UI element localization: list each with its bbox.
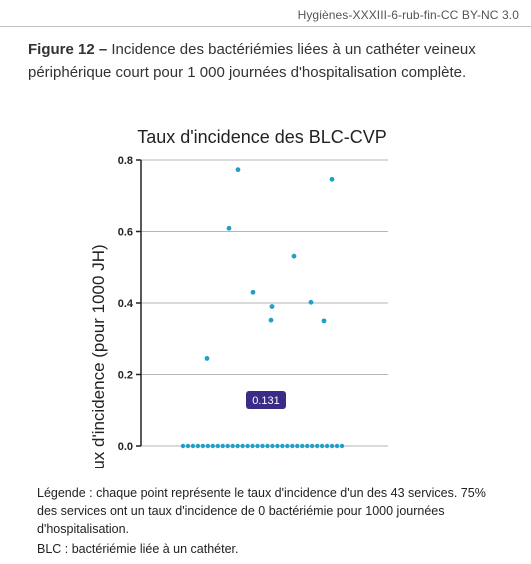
data-point	[300, 443, 305, 449]
data-point	[269, 304, 275, 309]
data-point	[268, 317, 274, 323]
data-point	[190, 443, 196, 449]
data-point	[240, 443, 245, 449]
data-point	[308, 299, 314, 305]
data-point	[204, 356, 210, 361]
data-point	[185, 443, 191, 449]
data-point	[265, 443, 270, 449]
data-point	[215, 443, 220, 449]
header-source: Hygiènes-XXXIII-6-rub-fin-CC BY-NC 3.0	[297, 8, 519, 22]
data-point	[250, 289, 256, 295]
y-tick-label: 0.6	[118, 227, 133, 239]
data-point	[339, 443, 345, 449]
scatter-chart: Taux d'incidence des BLC-CVP Taux d'inci…	[89, 127, 388, 468]
data-point	[195, 443, 201, 449]
data-point	[255, 443, 260, 449]
data-point	[321, 318, 327, 324]
blc-definition: BLC : bactériémie liée à un cathéter.	[37, 542, 239, 556]
data-point	[220, 443, 225, 449]
median-badge: 0.131	[246, 391, 286, 409]
data-point	[260, 443, 265, 449]
figure-caption-text: Incidence des bactériémies liées à un ca…	[28, 41, 476, 81]
data-point	[295, 443, 300, 449]
chart-title: Taux d'incidence des BLC-CVP	[137, 127, 387, 147]
data-point	[180, 443, 186, 449]
median-badge-box	[246, 391, 286, 409]
data-point	[245, 443, 250, 449]
data-point	[200, 443, 206, 449]
data-point	[235, 167, 241, 173]
data-point	[285, 443, 290, 449]
data-point	[329, 176, 335, 182]
data-point	[314, 443, 320, 449]
data-point	[280, 443, 285, 449]
header-rule	[0, 0, 531, 27]
data-point	[226, 225, 232, 231]
figure-caption: Figure 12 – Incidence des bactériémies l…	[28, 38, 498, 84]
data-point	[275, 443, 280, 449]
data-point	[230, 443, 235, 449]
data-point	[329, 443, 335, 449]
data-point	[270, 443, 275, 449]
legend-text: Légende : chaque point représente le tau…	[37, 486, 486, 536]
median-badge-label: 0.131	[252, 395, 280, 407]
data-point	[319, 443, 325, 449]
data-point	[235, 443, 240, 449]
data-point	[305, 443, 310, 449]
y-axis-label: Taux d'incidence (pour 1000 JH)	[89, 244, 108, 468]
data-point	[210, 443, 216, 449]
data-point	[334, 443, 340, 449]
data-point	[205, 443, 211, 449]
figure-number: Figure 12 –	[28, 41, 108, 58]
y-tick-label: 0.2	[118, 370, 133, 382]
data-point	[324, 443, 330, 449]
data-point	[250, 443, 255, 449]
y-tick-label: 0.4	[118, 298, 134, 310]
y-tick-label: 0.8	[118, 155, 133, 167]
data-point	[290, 443, 295, 449]
data-point	[309, 443, 315, 449]
y-axis: 0.0 0.2 0.4 0.6 0.8	[118, 155, 142, 453]
y-tick-label: 0.0	[118, 441, 133, 453]
data-point	[291, 253, 297, 259]
data-points	[180, 167, 345, 449]
data-point	[225, 443, 230, 449]
